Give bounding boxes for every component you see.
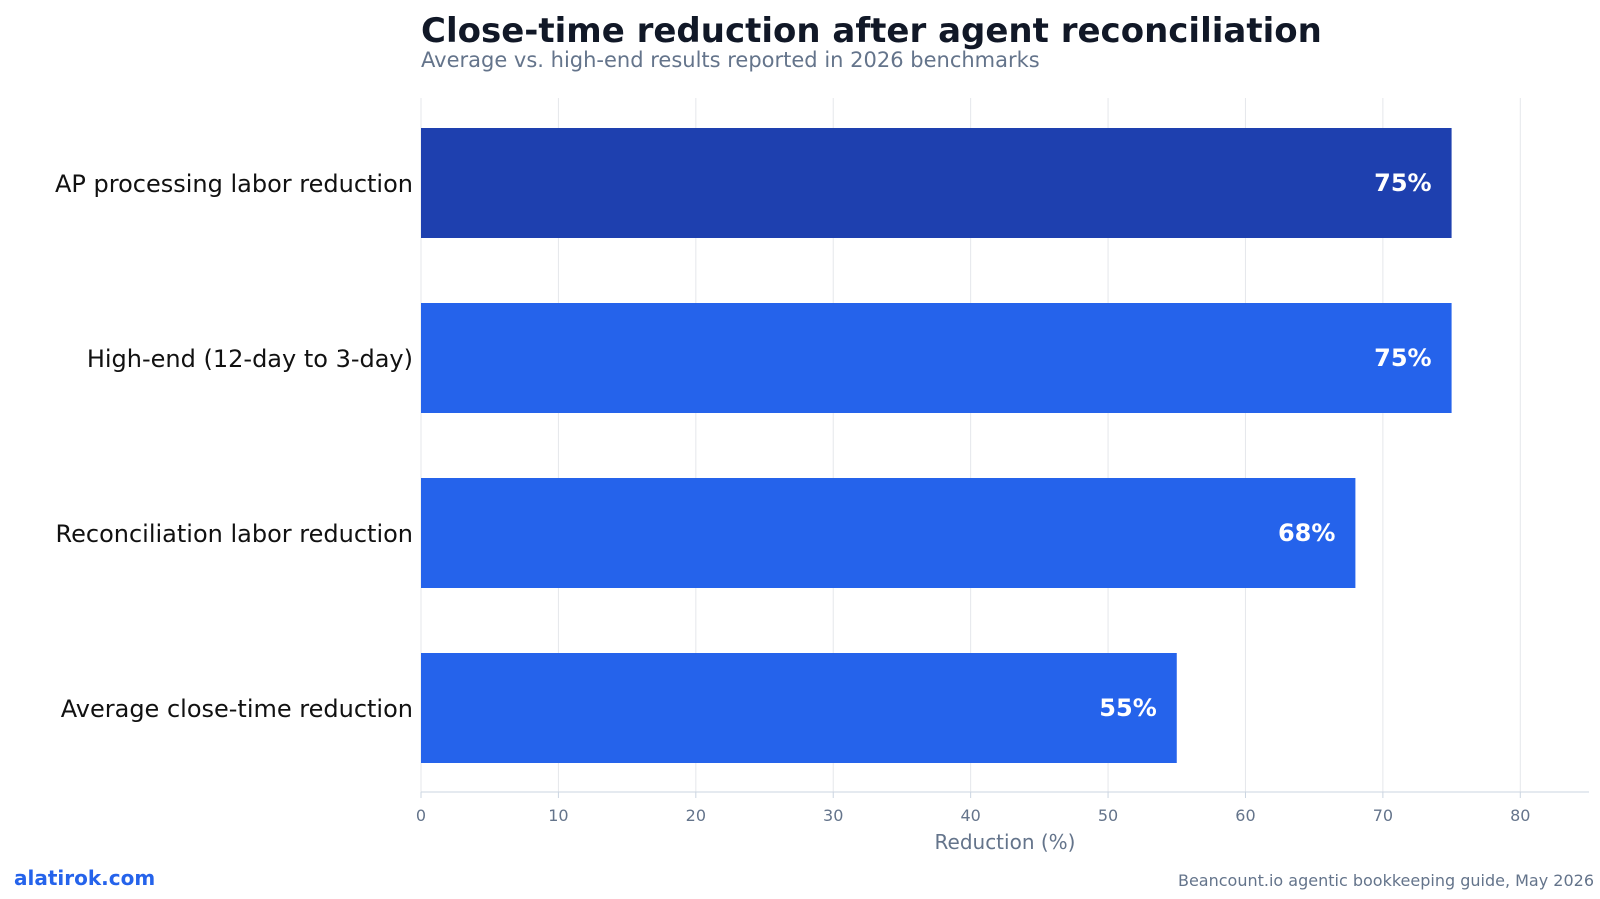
x-axis-ticks: 0 10 20 30 40 50 60 70 80: [416, 792, 1530, 825]
category-label: Average close-time reduction: [61, 695, 413, 723]
bars: AP processing labor reduction 75% High-end…: [55, 128, 1452, 763]
x-tick-label: 40: [960, 806, 980, 825]
chart-subtitle: Average vs. high-end results reported in…: [421, 48, 1040, 72]
x-tick-label: 60: [1235, 806, 1255, 825]
category-label: Reconciliation labor reduction: [56, 520, 413, 548]
category-label: High-end (12-day to 3-day): [87, 345, 413, 373]
x-tick-label: 20: [686, 806, 706, 825]
value-label: 75%: [1374, 169, 1431, 197]
x-tick-label: 70: [1373, 806, 1393, 825]
bar: [421, 653, 1177, 763]
x-axis-title: Reduction (%): [935, 830, 1076, 854]
value-label: 68%: [1278, 519, 1335, 547]
bar: [421, 303, 1452, 413]
bar: [421, 128, 1452, 238]
bar: [421, 478, 1356, 588]
x-tick-label: 50: [1098, 806, 1118, 825]
x-tick-label: 80: [1510, 806, 1530, 825]
category-label: AP processing labor reduction: [55, 170, 413, 198]
value-label: 75%: [1374, 344, 1431, 372]
brand-link[interactable]: alatirok.com: [14, 866, 155, 890]
x-tick-label: 30: [823, 806, 843, 825]
source-note: Beancount.io agentic bookkeeping guide, …: [1178, 871, 1594, 890]
x-tick-label: 0: [416, 806, 426, 825]
x-tick-label: 10: [548, 806, 568, 825]
chart-title: Close-time reduction after agent reconci…: [421, 11, 1322, 51]
value-label: 55%: [1099, 694, 1156, 722]
